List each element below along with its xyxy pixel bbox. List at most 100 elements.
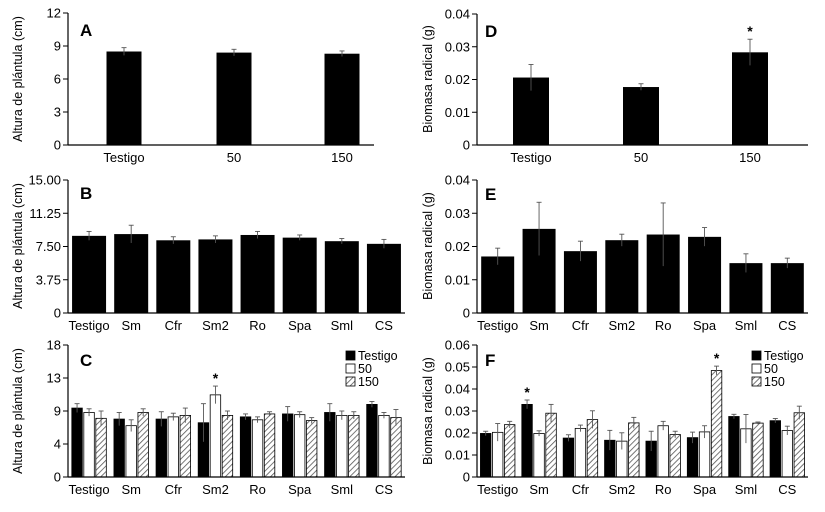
bar-testigo-spa bbox=[282, 413, 294, 478]
y-tick-label: 0.05 bbox=[445, 360, 470, 375]
legend-swatch bbox=[345, 376, 356, 387]
bar-150-sm bbox=[545, 412, 557, 478]
x-tick-label: Cfr bbox=[165, 318, 183, 333]
bar-150-sml bbox=[348, 414, 360, 478]
bar-50-spa bbox=[698, 431, 711, 478]
y-tick-label: 0.03 bbox=[445, 39, 470, 54]
panel-label: E bbox=[485, 185, 496, 204]
panel-d: 0 0.01 0.02 0.03 0.04 * Testigo 50 150 Biomasa ra… bbox=[421, 7, 808, 165]
significance-mark: * bbox=[714, 350, 720, 366]
legend-swatch bbox=[751, 363, 762, 374]
bar-value-spa bbox=[688, 236, 722, 313]
bar-testigo-sm bbox=[113, 418, 125, 478]
x-tick-label: Testigo bbox=[477, 482, 518, 497]
y-tick-label: 6 bbox=[54, 72, 61, 87]
y-axis-title: Altura de plántula (cm) bbox=[11, 183, 25, 309]
y-tick-label: 0.04 bbox=[445, 173, 470, 188]
x-tick-label: Spa bbox=[288, 318, 312, 333]
y-tick-label: 13 bbox=[47, 371, 61, 386]
bar-value-testigo bbox=[106, 51, 142, 145]
y-axis-title: Altura de plántula (cm) bbox=[11, 348, 25, 474]
bar-150-testigo bbox=[504, 424, 516, 478]
x-tick-label: CS bbox=[375, 482, 393, 497]
x-tick-label: Testigo bbox=[68, 318, 109, 333]
panel-b: 0 3.75 7.50 11.25 15.00 Testigo Sm Cfr Sm2 Ro Spa S… bbox=[11, 173, 405, 333]
bar-150-cs bbox=[793, 412, 805, 478]
bar-testigo-sml bbox=[728, 416, 740, 478]
panel-e: 0 0.01 0.02 0.03 0.04 Testigo Sm Cfr Sm2 Ro Spa Sml… bbox=[421, 173, 808, 333]
x-tick-label: CS bbox=[778, 318, 796, 333]
panel-label: C bbox=[80, 351, 92, 370]
y-tick-label: 0 bbox=[463, 470, 470, 485]
bar-50-ro bbox=[657, 425, 669, 478]
y-tick-label: 0.01 bbox=[445, 105, 470, 120]
x-tick-label: Testigo bbox=[510, 150, 551, 165]
y-tick-label: 0.01 bbox=[445, 272, 470, 287]
bar-testigo-ro bbox=[239, 416, 252, 478]
x-tick-label: Spa bbox=[288, 482, 312, 497]
y-tick-label: 0.02 bbox=[445, 239, 470, 254]
y-tick-label: 15.00 bbox=[28, 173, 61, 188]
legend-entry: Testigo bbox=[358, 349, 398, 363]
y-tick-label: 0.03 bbox=[445, 206, 470, 221]
bar-150-sml bbox=[752, 422, 764, 478]
x-tick-label: Cfr bbox=[572, 482, 590, 497]
x-tick-label: Ro bbox=[655, 318, 672, 333]
bar-50-cs bbox=[781, 430, 793, 478]
bar-testigo-cs bbox=[366, 403, 378, 478]
y-tick-label: 3 bbox=[54, 105, 61, 120]
legend-swatch bbox=[751, 376, 762, 387]
bar-150-cs bbox=[390, 417, 402, 478]
legend-swatch bbox=[345, 363, 356, 374]
bar-value-testigo bbox=[481, 256, 515, 313]
x-tick-label: Sml bbox=[735, 318, 758, 333]
y-tick-label: 18 bbox=[47, 338, 61, 353]
panel-f: 0 0.01 0.02 0.03 0.04 0.05 0.06 * * Testigo Sm Cfr S… bbox=[421, 338, 808, 497]
x-tick-label: Sm bbox=[529, 482, 549, 497]
bar-50-cs bbox=[378, 414, 390, 478]
bar-50-cfr bbox=[167, 416, 179, 478]
x-tick-label: CS bbox=[375, 318, 393, 333]
bar-150-spa bbox=[306, 420, 318, 478]
y-tick-label: 0.04 bbox=[445, 382, 470, 397]
bar-value-ro bbox=[240, 234, 275, 313]
y-tick-label: 0.02 bbox=[445, 72, 470, 87]
panel-label: F bbox=[485, 351, 495, 370]
bar-150-spa bbox=[710, 370, 723, 478]
x-tick-label: Sm2 bbox=[608, 482, 635, 497]
bar-value-50 bbox=[623, 87, 659, 145]
x-tick-label: Sml bbox=[331, 318, 354, 333]
y-tick-label: 0.04 bbox=[445, 7, 470, 22]
y-tick-label: 0 bbox=[463, 306, 470, 321]
bar-testigo-testigo bbox=[480, 433, 492, 478]
legend-entry: 150 bbox=[358, 375, 379, 389]
panel-label: D bbox=[485, 22, 497, 41]
x-tick-label: CS bbox=[778, 482, 796, 497]
bar-testigo-sm bbox=[521, 403, 533, 478]
bar-testigo-spa bbox=[686, 437, 699, 478]
panel-c: 0 4 9 13 18 * Testigo Sm Cfr Sm2 Ro Spa Sml CS Altura … bbox=[11, 338, 405, 497]
x-tick-label: Sm2 bbox=[608, 318, 635, 333]
bar-value-sml bbox=[324, 241, 359, 313]
x-tick-label: Testigo bbox=[68, 482, 109, 497]
bar-testigo-testigo bbox=[71, 407, 83, 478]
bar-150-testigo bbox=[95, 417, 107, 478]
bar-150-cfr bbox=[179, 414, 191, 478]
bar-value-150 bbox=[732, 52, 768, 145]
x-tick-label: Cfr bbox=[165, 482, 183, 497]
y-tick-label: 0.06 bbox=[445, 338, 470, 353]
bar-50-sm bbox=[533, 433, 545, 478]
y-tick-label: 11.25 bbox=[29, 206, 61, 221]
y-tick-label: 0.03 bbox=[445, 404, 470, 419]
bar-150-ro bbox=[263, 413, 276, 478]
bar-value-cfr bbox=[156, 240, 191, 313]
panel-a: 0 3 6 9 12 Testigo 50 150 Altura de plántula (cm… bbox=[11, 6, 374, 165]
significance-mark: * bbox=[213, 370, 219, 386]
x-tick-label: Spa bbox=[693, 318, 717, 333]
y-tick-label: 4 bbox=[54, 437, 61, 452]
significance-mark: * bbox=[524, 384, 530, 400]
y-tick-label: 12 bbox=[47, 6, 61, 21]
y-tick-label: 3.75 bbox=[36, 272, 61, 287]
x-tick-label: Ro bbox=[655, 482, 672, 497]
